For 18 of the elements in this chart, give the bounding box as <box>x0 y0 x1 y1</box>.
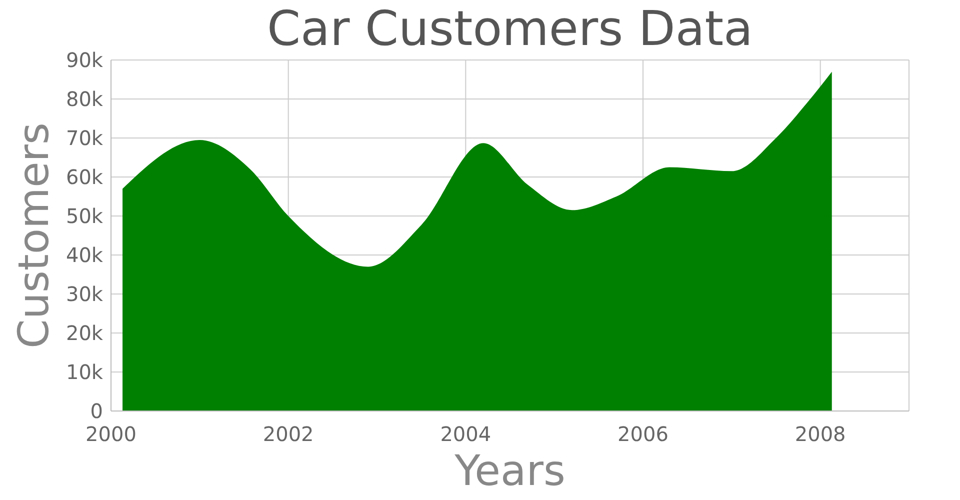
y-tick-label: 30k <box>66 282 104 306</box>
y-tick-label: 20k <box>66 321 104 345</box>
x-tick-label: 2002 <box>262 422 314 446</box>
y-tick-label: 70k <box>66 126 104 150</box>
x-tick-label: 2006 <box>618 422 668 446</box>
y-tick-label: 60k <box>66 165 104 189</box>
x-tick-label: 2008 <box>794 422 846 446</box>
y-tick-label: 90k <box>66 48 104 72</box>
x-tick-label: 2000 <box>86 422 136 446</box>
y-tick-label: 40k <box>66 243 104 267</box>
x-axis-title: Years <box>454 446 566 495</box>
y-axis-title: Customers <box>9 122 58 348</box>
y-tick-label: 80k <box>66 87 104 111</box>
y-tick-label: 50k <box>66 204 104 228</box>
y-tick-label: 0 <box>90 399 103 423</box>
chart-title: Car Customers Data <box>267 1 753 57</box>
y-tick-label: 10k <box>66 360 104 384</box>
x-tick-label: 2004 <box>440 422 492 446</box>
